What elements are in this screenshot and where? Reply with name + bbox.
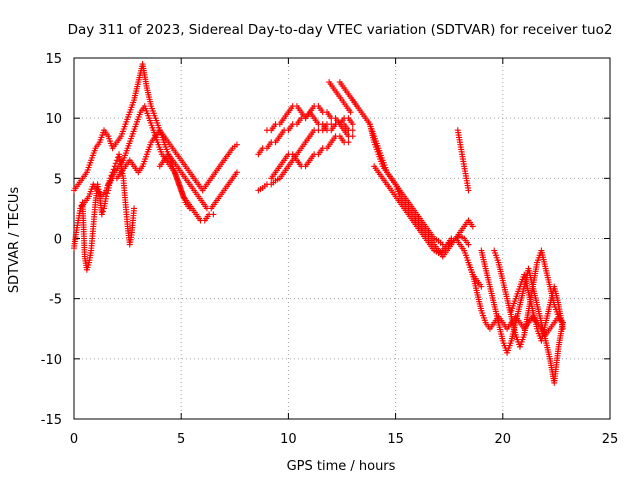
data-point xyxy=(131,205,138,212)
x-tick-labels: 0 5 10 15 20 25 xyxy=(70,432,618,447)
data-point xyxy=(345,139,352,146)
data-point xyxy=(98,211,105,218)
y-tick-label: -15 xyxy=(41,413,62,428)
data-point xyxy=(469,223,476,230)
y-tick-label: 0 xyxy=(54,233,62,248)
y-tick-label: 5 xyxy=(54,172,62,187)
x-tick-label: 15 xyxy=(387,432,404,447)
chart-title: Day 311 of 2023, Sidereal Day-to-day VTE… xyxy=(68,22,613,38)
data-point xyxy=(349,121,356,128)
y-axis-label: SDTVAR / TECUs xyxy=(7,187,22,294)
x-tick-label: 20 xyxy=(495,432,512,447)
grid xyxy=(74,58,610,419)
data-point xyxy=(347,109,354,116)
plot-frame xyxy=(73,57,611,420)
data-point xyxy=(112,160,119,167)
y-tick-label: -10 xyxy=(41,353,62,368)
x-tick-label: 10 xyxy=(280,432,297,447)
data-point xyxy=(465,241,472,248)
data-point xyxy=(99,208,106,215)
data-point xyxy=(210,211,217,218)
data-point xyxy=(113,157,120,164)
x-tick-label: 5 xyxy=(177,432,185,447)
y-tick-labels: -15 -10 -5 0 5 10 15 xyxy=(41,52,62,428)
data-point xyxy=(233,169,240,176)
x-axis-label: GPS time / hours xyxy=(287,459,396,474)
y-tick-label: -5 xyxy=(49,293,62,308)
data-point xyxy=(349,127,356,134)
data-point xyxy=(559,325,566,332)
x-tick-label: 0 xyxy=(70,432,78,447)
data-point xyxy=(233,141,240,148)
x-tick-label: 25 xyxy=(602,432,619,447)
data-point xyxy=(478,283,485,290)
data-point xyxy=(465,187,472,194)
y-tick-label: 15 xyxy=(45,52,62,67)
data-point xyxy=(349,133,356,140)
data-points xyxy=(71,61,566,386)
y-tick-label: 10 xyxy=(45,112,62,127)
